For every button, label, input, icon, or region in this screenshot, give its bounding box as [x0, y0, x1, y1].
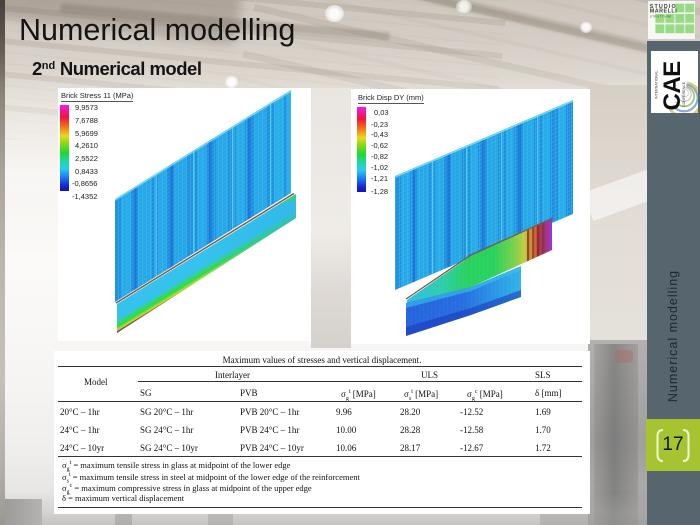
svg-text:STRUTTURE: STRUTTURE — [650, 14, 672, 18]
svg-text:INTERNATIONAL: INTERNATIONAL — [655, 71, 659, 100]
svg-text:MARELLI: MARELLI — [650, 9, 677, 15]
svg-text:CAE: CAE — [659, 61, 686, 111]
svg-text:STUDIO: STUDIO — [650, 4, 677, 10]
svg-text:CONFERENCE: CONFERENCE — [682, 81, 686, 107]
